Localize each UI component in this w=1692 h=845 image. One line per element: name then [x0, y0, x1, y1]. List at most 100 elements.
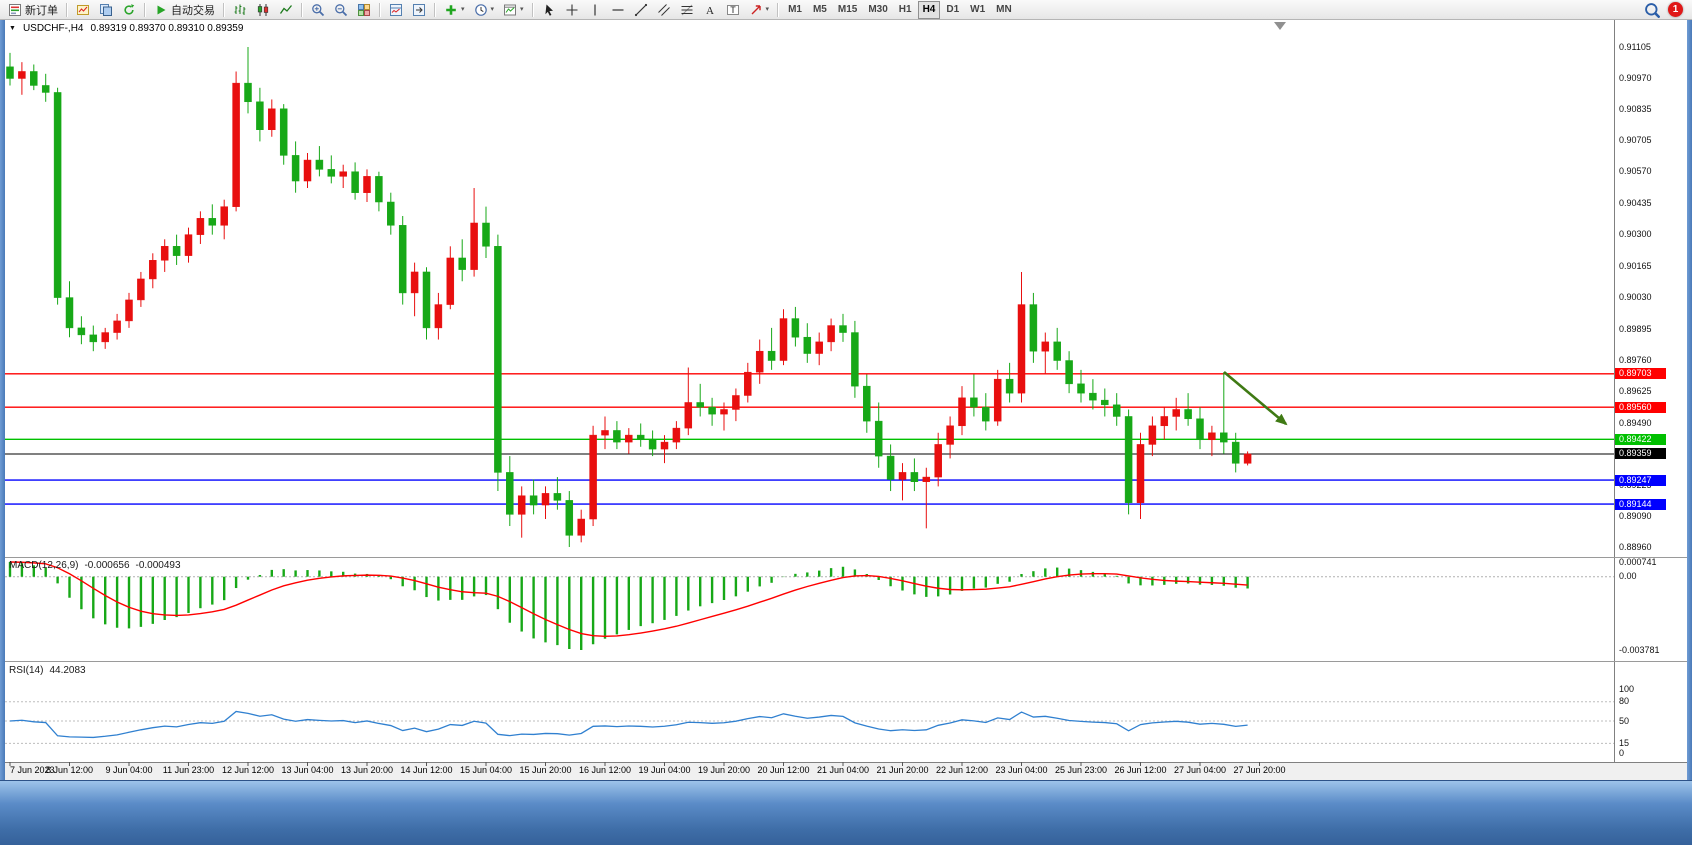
toolbar-button-indicators-list[interactable]: ▾: [440, 0, 469, 20]
chart-shift-marker[interactable]: [1274, 22, 1286, 30]
toolbar-button-templates[interactable]: ▾: [499, 0, 528, 20]
annotation-arrow[interactable]: [1223, 371, 1288, 426]
fibo-icon: [680, 3, 694, 17]
axis-label: 50: [1619, 715, 1630, 726]
auto-trading-label: 自动交易: [171, 4, 215, 17]
time-axis-label: 14 Jun 12:00: [400, 765, 453, 775]
time-axis-label: 23 Jun 04:00: [995, 765, 1048, 775]
arrange-icon: [389, 3, 403, 17]
toolbar-button-periods[interactable]: ▾: [470, 0, 499, 20]
time-axis-label: 25 Jun 23:00: [1054, 765, 1108, 775]
toolbar-button-fibonacci[interactable]: [676, 0, 698, 20]
axis-label: 0.90705: [1619, 134, 1652, 145]
time-axis[interactable]: 7 Jun 2023 8 Jun 12:00 9 Jun 04:00 11 Jun 2…: [5, 762, 1615, 780]
toolbar-separator: [379, 2, 381, 17]
toolbar-button-refresh-charts[interactable]: [118, 0, 140, 20]
axis-label: 0: [1619, 747, 1625, 758]
axis-label: 0.89490: [1619, 417, 1652, 428]
price-tag-0.89247: 0.89247: [1615, 474, 1666, 486]
toolbar-button-trend-line[interactable]: [630, 0, 652, 20]
toolbar-button-cursor[interactable]: [538, 0, 560, 20]
time-axis-label: 27 Jun 20:00: [1233, 765, 1286, 775]
toolbar-button-arrows[interactable]: ▾: [745, 0, 774, 20]
toolbar-button-crosshair[interactable]: [561, 0, 583, 20]
price-tag-0.89703: 0.89703: [1615, 368, 1666, 380]
timeframe-h4[interactable]: H4: [917, 0, 941, 19]
time-axis-label: 19 Jun 04:00: [638, 765, 691, 775]
timeframe-w1[interactable]: W1: [970, 3, 986, 15]
toolbar-button-new-chart[interactable]: [72, 0, 94, 20]
timeframe-m5[interactable]: M5: [812, 3, 827, 15]
toolbar-button-equidistant-channel[interactable]: [653, 0, 675, 20]
rsi-label: RSI(14) 44.2083: [9, 665, 86, 676]
time-axis-label: 26 Jun 12:00: [1114, 765, 1167, 775]
zoom-out-icon: [334, 3, 348, 17]
axis-label: 0.90835: [1619, 104, 1652, 115]
toolbar-button-text-label[interactable]: T: [722, 0, 744, 20]
time-axis-label: 15 Jun 04:00: [459, 765, 513, 775]
toolbar-button-zoom-out[interactable]: [330, 0, 352, 20]
crosshair-icon: [565, 3, 579, 17]
notification-badge[interactable]: 1: [1668, 2, 1683, 17]
time-axis-label: 13 Jun 04:00: [281, 765, 334, 775]
channel-icon: [657, 3, 671, 17]
axis-label: 0.89090: [1619, 511, 1652, 522]
time-axis-strip: [5, 762, 1687, 780]
axis-label: 0.90570: [1619, 166, 1652, 177]
cursor-icon: [542, 3, 556, 17]
axis-label: -0.003781: [1619, 644, 1660, 655]
toolbar-button-new-order[interactable]: 新订单: [4, 0, 62, 20]
macd-panel-resize-handle[interactable]: [5, 555, 1614, 560]
time-axis-label: 16 Jun 12:00: [578, 765, 632, 775]
axis-label: 0.88960: [1619, 541, 1652, 552]
axis-label: 0.90300: [1619, 229, 1652, 240]
rsi-line: [9, 710, 1248, 739]
toolbar-button-tile-windows[interactable]: [353, 0, 375, 20]
timeframe-h1[interactable]: H1: [898, 3, 912, 15]
candlestick-chart[interactable]: [0, 0, 1692, 780]
time-axis-label: 22 Jun 12:00: [935, 765, 989, 775]
toolbar-button-line-chart-mode[interactable]: [275, 0, 297, 20]
toolbar-button-zoom-in[interactable]: [307, 0, 329, 20]
toolbar-button-profiles[interactable]: [95, 0, 117, 20]
toolbar-button-chart-shift[interactable]: [408, 0, 430, 20]
timeframe-m1[interactable]: M1: [788, 3, 802, 15]
macd-signal-line: [9, 561, 1248, 638]
toolbar-button-auto-trading[interactable]: 自动交易: [150, 0, 219, 20]
timeframe-d1[interactable]: D1: [946, 3, 960, 15]
profiles-icon: [99, 3, 113, 17]
svg-text:A: A: [706, 5, 714, 17]
toolbar-button-candlestick-mode[interactable]: [252, 0, 274, 20]
toolbar-separator: [777, 2, 780, 17]
play-icon: [154, 3, 168, 17]
search-icon[interactable]: [1644, 2, 1660, 18]
toolbar-button-text[interactable]: A: [699, 0, 721, 20]
rsi-panel-resize-handle[interactable]: [5, 659, 1614, 664]
macd-label: MACD(12,26,9) -0.000656 -0.000493: [9, 560, 181, 571]
toolbar-button-vertical-line[interactable]: [584, 0, 606, 20]
time-axis-label: 12 Jun 12:00: [221, 765, 275, 775]
toolbar-button-auto-arrange[interactable]: [385, 0, 407, 20]
chart-menu-icon[interactable]: ▼: [9, 25, 16, 32]
svg-text:T: T: [730, 5, 736, 15]
candles-icon: [256, 3, 270, 17]
timeframe-m30[interactable]: M30: [868, 3, 888, 15]
price-axis[interactable]: 0.91105 0.90970 0.90835 0.90705 0.90570 0.904…: [1615, 20, 1687, 762]
symbol-timeframe: USDCHF-,H4: [22, 23, 84, 34]
timeframe-mn[interactable]: MN: [996, 3, 1012, 15]
macd-name: MACD(12,26,9): [9, 560, 79, 571]
axis-label: 0.000741: [1619, 556, 1657, 567]
tile-icon: [357, 3, 371, 17]
order-ticket-icon: [8, 3, 22, 17]
axis-label: 0.89760: [1619, 355, 1652, 366]
timeframe-m15[interactable]: M15: [837, 3, 858, 15]
dropdown-caret-icon: ▾: [765, 5, 770, 13]
toolbar-separator: [301, 2, 303, 17]
toolbar-button-bar-chart-mode[interactable]: [229, 0, 251, 20]
toolbar-button-horizontal-line[interactable]: [607, 0, 629, 20]
time-axis-label: 19 Jun 20:00: [697, 765, 751, 775]
magnifier-icon: [1644, 2, 1660, 18]
main-toolbar: 新订单 自动交易 ▾ ▾ ▾ A T ▾ M1 M5 M15 M30 H1 H4 D1 W1 MN: [0, 0, 1692, 20]
template-icon: [503, 3, 517, 17]
